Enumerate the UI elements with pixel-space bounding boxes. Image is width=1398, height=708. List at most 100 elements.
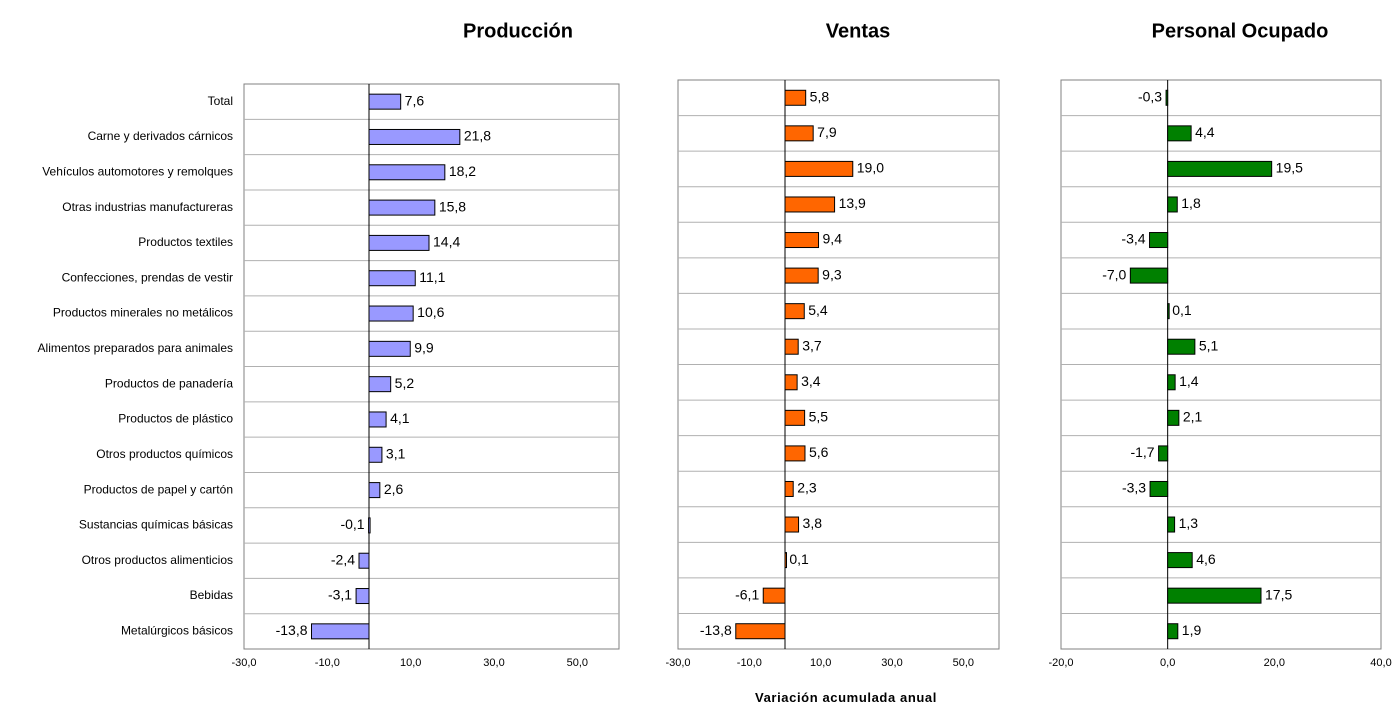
bar-0-1 xyxy=(368,128,461,145)
data-label-2-4: -3,4 xyxy=(1121,231,1145,247)
bar-0-0 xyxy=(368,93,402,110)
data-label-1-0: 5,8 xyxy=(810,88,830,104)
data-label-2-15: 1,9 xyxy=(1182,622,1202,638)
data-label-2-5: -7,0 xyxy=(1102,266,1126,282)
bar-0-14 xyxy=(355,588,370,605)
bar-0-12 xyxy=(368,517,371,534)
bar-1-9 xyxy=(784,409,806,426)
bar-0-15 xyxy=(311,623,370,640)
data-label-1-10: 5,6 xyxy=(809,444,829,460)
data-label-0-5: 11,1 xyxy=(419,269,445,285)
bar-0-8 xyxy=(368,376,392,393)
data-label-1-12: 3,8 xyxy=(803,515,823,531)
data-label-1-13: 0,1 xyxy=(789,551,809,567)
data-label-0-4: 14,4 xyxy=(433,234,460,250)
data-label-0-11: 2,6 xyxy=(384,481,404,497)
data-label-2-11: -3,3 xyxy=(1122,480,1146,496)
tick-label-0-1: -10,0 xyxy=(315,657,340,669)
data-label-0-10: 3,1 xyxy=(386,445,406,461)
data-label-0-12: -0,1 xyxy=(340,516,364,532)
bar-1-3 xyxy=(784,196,836,213)
tick-label-2-1: 0,0 xyxy=(1160,657,1175,669)
bar-0-3 xyxy=(368,199,436,216)
bar-2-15 xyxy=(1167,623,1179,640)
bar-2-1 xyxy=(1167,125,1192,142)
data-label-1-1: 7,9 xyxy=(817,124,837,140)
x-axis-label: Variación acumulada anual xyxy=(755,690,937,705)
category-label-10: Otros productos químicos xyxy=(96,447,233,461)
category-label-13: Otros productos alimenticios xyxy=(82,553,233,567)
tick-label-1-3: 30,0 xyxy=(881,657,902,669)
tick-label-2-2: 20,0 xyxy=(1264,657,1285,669)
bar-1-13 xyxy=(784,552,787,569)
data-label-2-6: 0,1 xyxy=(1172,302,1192,318)
tick-label-1-0: -30,0 xyxy=(665,657,690,669)
category-label-14: Bebidas xyxy=(190,588,233,602)
bar-2-12 xyxy=(1167,516,1176,533)
bar-0-11 xyxy=(368,482,381,499)
category-label-3: Otras industrias manufactureras xyxy=(62,200,233,214)
category-label-8: Productos de panadería xyxy=(105,376,233,390)
data-label-2-12: 1,3 xyxy=(1179,515,1199,531)
data-label-1-11: 2,3 xyxy=(797,480,817,496)
data-label-1-9: 5,5 xyxy=(809,409,829,425)
data-label-0-9: 4,1 xyxy=(390,410,410,426)
bar-2-10 xyxy=(1158,445,1169,462)
data-label-2-10: -1,7 xyxy=(1130,444,1154,460)
bar-2-8 xyxy=(1167,374,1176,391)
panel-title-0: Producción xyxy=(463,20,573,42)
data-label-1-15: -13,8 xyxy=(700,622,732,638)
tick-label-0-2: 10,0 xyxy=(400,657,421,669)
data-label-2-8: 1,4 xyxy=(1179,373,1199,389)
bar-2-0 xyxy=(1165,89,1169,106)
data-label-2-14: 17,5 xyxy=(1265,586,1292,602)
bar-2-6 xyxy=(1167,303,1170,320)
bar-2-14 xyxy=(1167,587,1262,604)
category-label-5: Confecciones, prendas de vestir xyxy=(62,270,233,284)
data-label-2-7: 5,1 xyxy=(1199,337,1219,353)
bar-1-2 xyxy=(784,160,854,177)
data-label-1-5: 9,3 xyxy=(822,266,842,282)
bar-1-10 xyxy=(784,445,806,462)
tick-label-1-2: 10,0 xyxy=(810,657,831,669)
bar-2-7 xyxy=(1167,338,1196,355)
bar-0-4 xyxy=(368,234,430,251)
tick-label-0-4: 50,0 xyxy=(567,657,588,669)
bar-2-4 xyxy=(1149,232,1169,249)
data-label-1-14: -6,1 xyxy=(735,586,759,602)
data-label-1-4: 9,4 xyxy=(823,231,843,247)
category-label-15: Metalúrgicos básicos xyxy=(121,624,233,638)
data-label-0-14: -3,1 xyxy=(328,587,352,603)
data-label-1-7: 3,7 xyxy=(802,337,822,353)
bar-1-15 xyxy=(735,623,786,640)
bar-0-13 xyxy=(358,552,370,569)
data-label-1-6: 5,4 xyxy=(808,302,828,318)
data-label-0-7: 9,9 xyxy=(414,340,434,356)
bar-0-6 xyxy=(368,305,414,322)
category-label-0: Total xyxy=(208,94,233,108)
data-label-0-1: 21,8 xyxy=(464,128,491,144)
bar-2-9 xyxy=(1167,409,1180,426)
tick-label-0-3: 30,0 xyxy=(483,657,504,669)
data-label-0-15: -13,8 xyxy=(276,622,308,638)
bar-1-1 xyxy=(784,125,814,142)
tick-label-1-4: 50,0 xyxy=(953,657,974,669)
bar-1-4 xyxy=(784,232,820,249)
data-label-0-0: 7,6 xyxy=(405,92,425,108)
bar-2-3 xyxy=(1167,196,1178,213)
bar-0-9 xyxy=(368,411,387,428)
bar-2-13 xyxy=(1167,552,1193,569)
category-label-2: Vehículos automotores y remolques xyxy=(42,164,233,178)
data-label-0-13: -2,4 xyxy=(331,551,355,567)
bar-0-10 xyxy=(368,446,383,463)
bar-1-8 xyxy=(784,374,798,391)
data-label-1-3: 13,9 xyxy=(839,195,866,211)
tick-label-2-3: 40,0 xyxy=(1370,657,1391,669)
bar-1-6 xyxy=(784,303,805,320)
category-label-11: Productos de papel y cartón xyxy=(84,482,233,496)
bar-2-11 xyxy=(1149,480,1169,497)
bar-2-2 xyxy=(1167,160,1273,177)
bar-1-14 xyxy=(762,587,786,604)
data-label-2-13: 4,6 xyxy=(1196,551,1216,567)
